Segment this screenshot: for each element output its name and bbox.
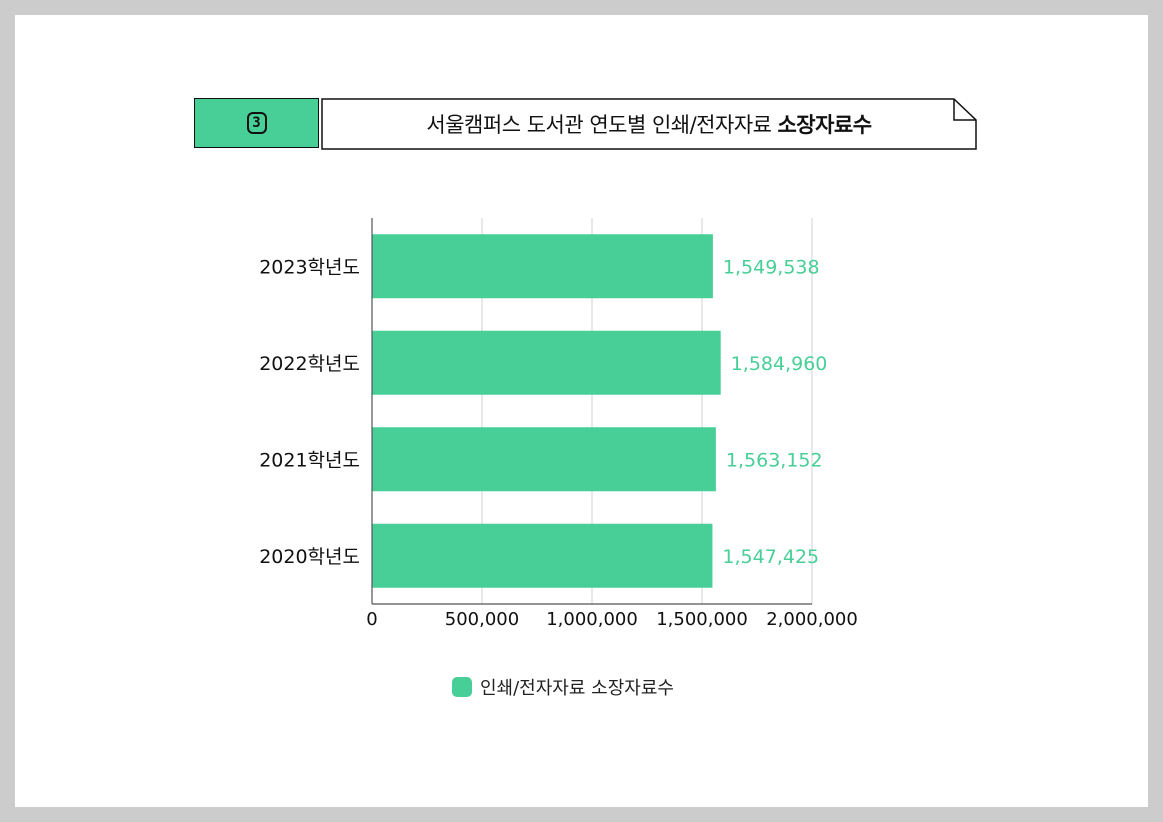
bar-value-label: 1,547,425 — [722, 546, 819, 568]
chart-title: 서울캠퍼스 도서관 연도별 인쇄/전자자료 소장자료수 — [321, 98, 977, 150]
title-number-badge: 3 — [194, 98, 319, 148]
chart-title-bold: 소장자료수 — [777, 113, 872, 137]
chart-title-regular: 서울캠퍼스 도서관 연도별 인쇄/전자자료 — [426, 113, 772, 137]
category-label: 2021학년도 — [259, 449, 360, 471]
bar-value-label: 1,563,152 — [726, 449, 823, 471]
title-box-frame — [321, 98, 977, 150]
legend-swatch — [452, 677, 472, 697]
category-label: 2020학년도 — [259, 546, 360, 568]
x-tick-label: 1,000,000 — [546, 609, 638, 630]
x-tick-label: 0 — [366, 609, 377, 630]
bar-value-label: 1,584,960 — [731, 353, 828, 375]
bar — [372, 330, 721, 395]
bar-value-label: 1,549,538 — [723, 256, 820, 278]
title-box: 서울캠퍼스 도서관 연도별 인쇄/전자자료 소장자료수 — [321, 98, 977, 150]
legend-label: 인쇄/전자자료 소장자료수 — [480, 678, 674, 699]
legend: 인쇄/전자자료 소장자료수 — [452, 676, 674, 699]
bar — [372, 427, 716, 492]
bar — [372, 234, 713, 299]
category-label: 2023학년도 — [259, 256, 360, 278]
bar — [372, 523, 713, 588]
category-label: 2022학년도 — [259, 353, 360, 375]
title-number: 3 — [246, 112, 267, 134]
x-tick-label: 1,500,000 — [656, 609, 748, 630]
x-tick-label: 500,000 — [445, 609, 519, 630]
x-tick-label: 2,000,000 — [766, 609, 858, 630]
